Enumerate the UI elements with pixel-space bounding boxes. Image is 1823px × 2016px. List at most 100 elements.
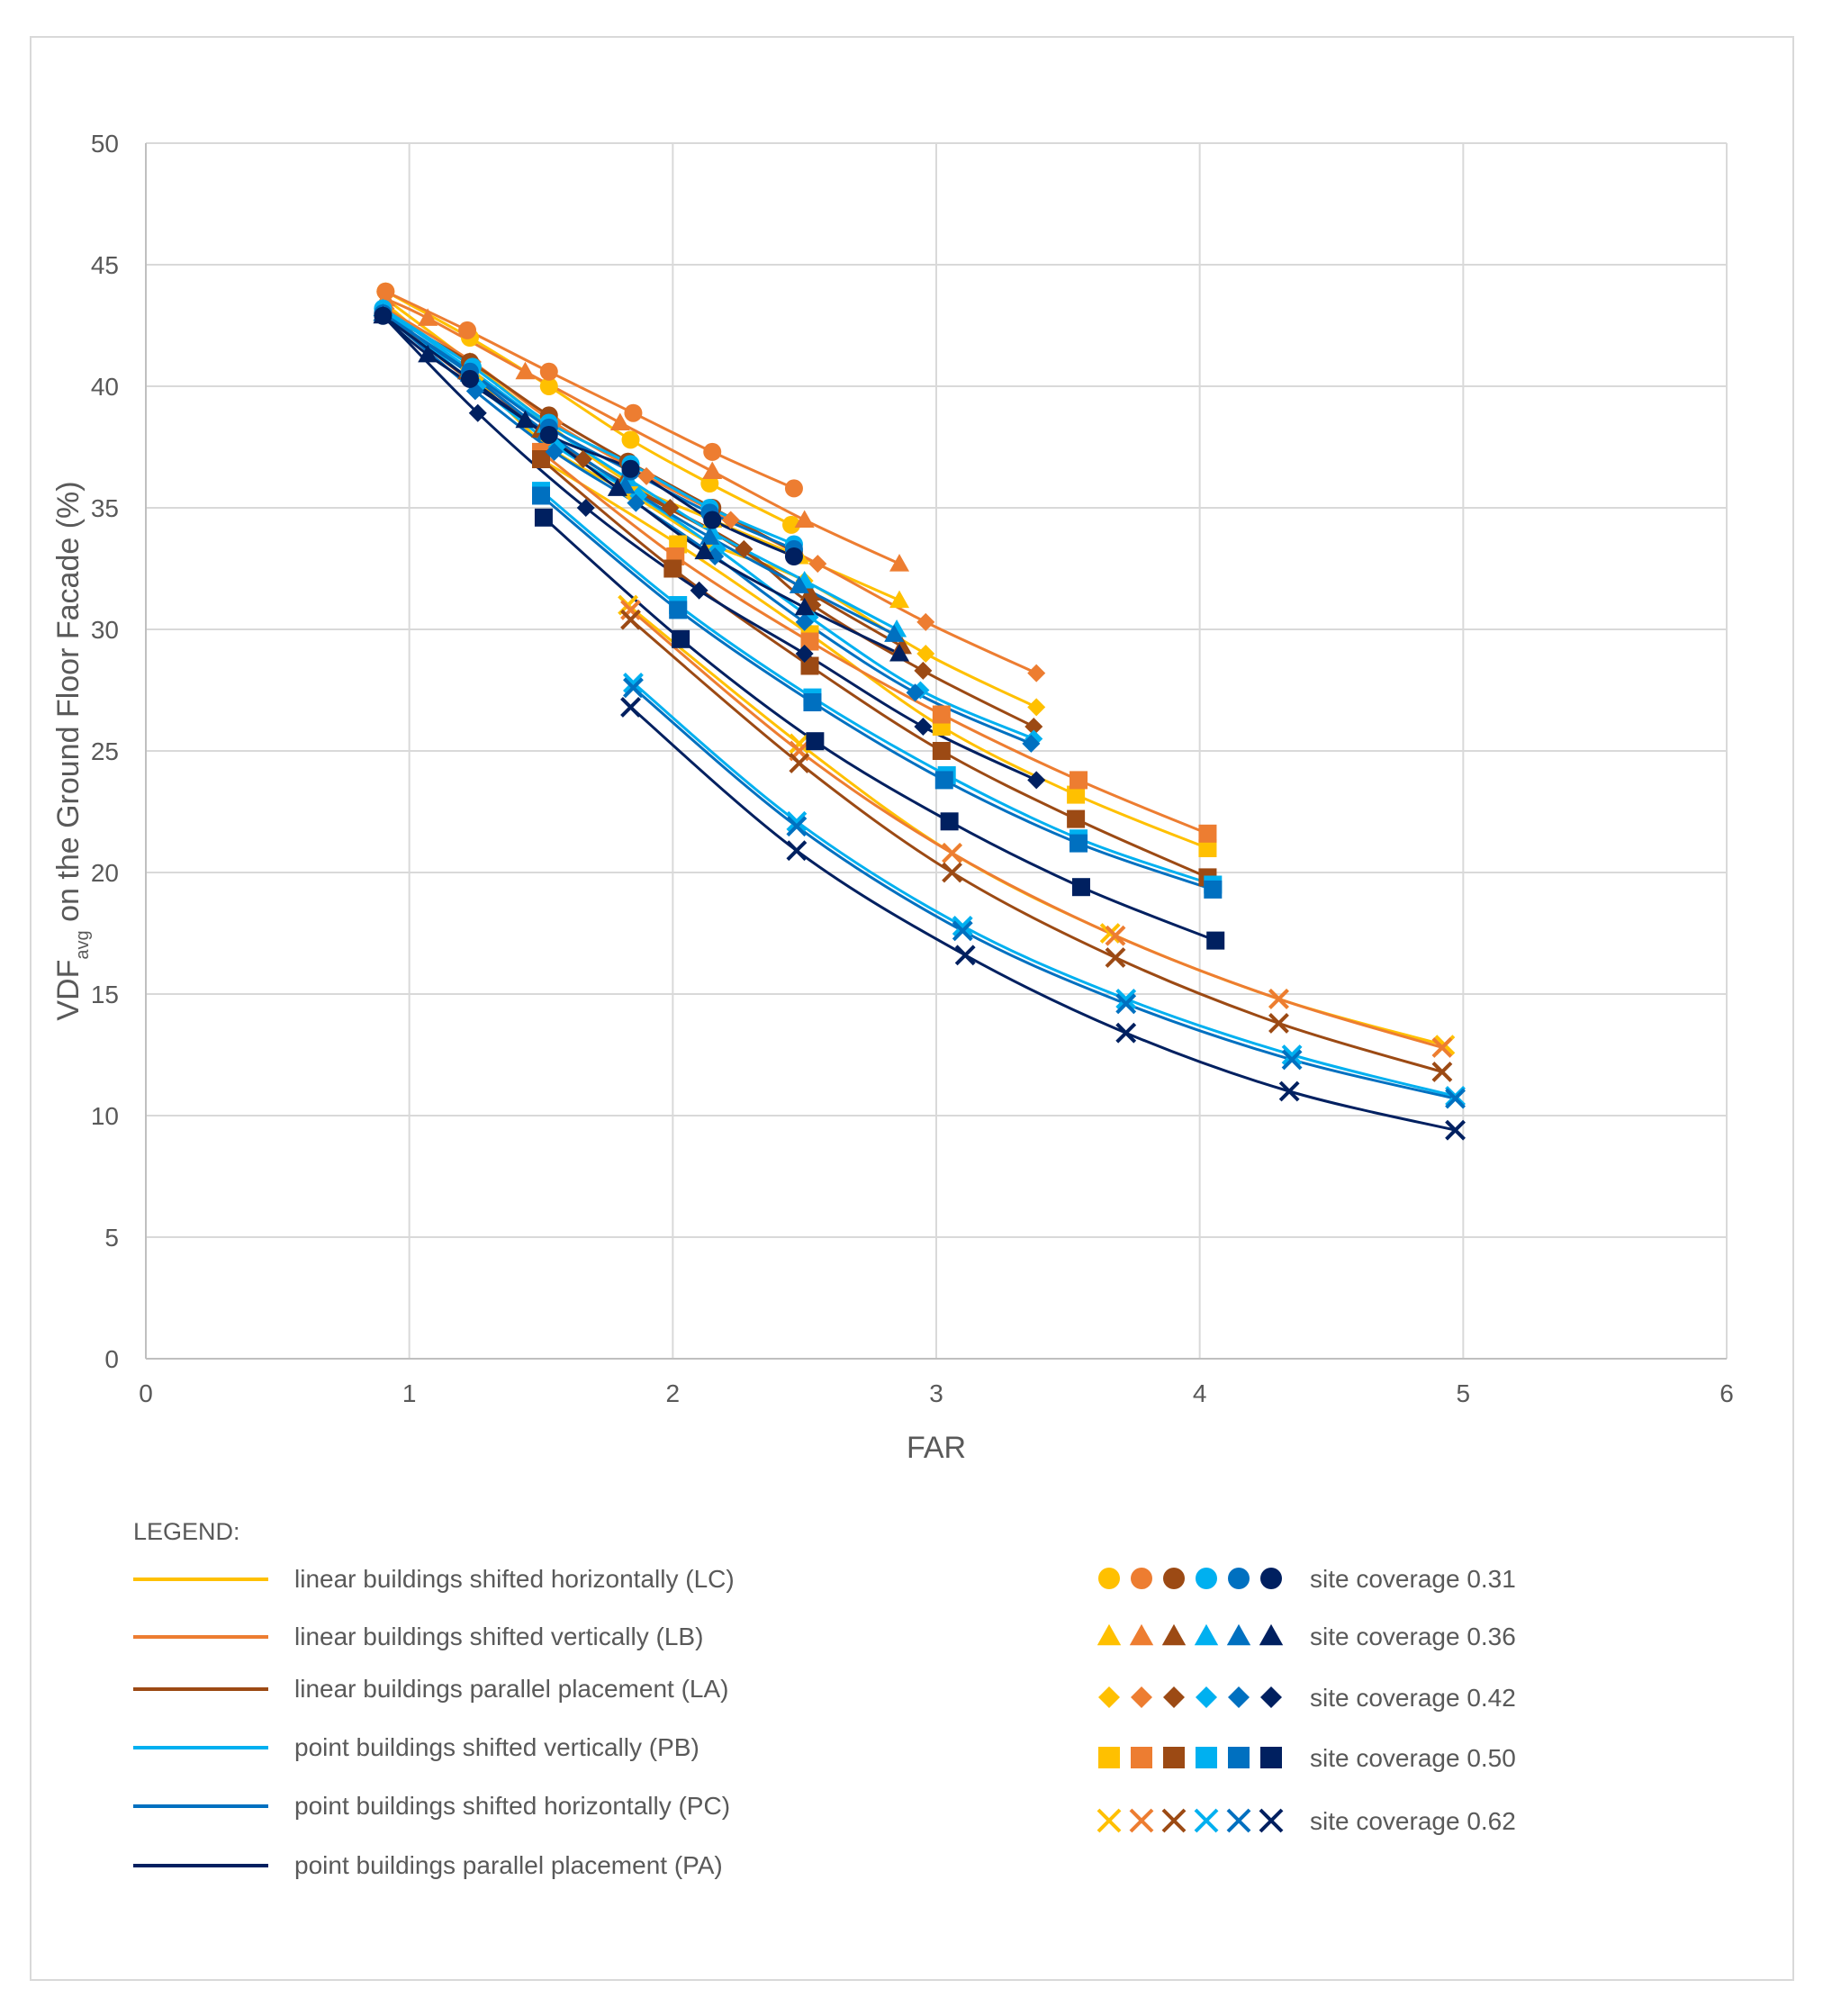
legend-title: LEGEND:	[133, 1518, 240, 1545]
series-line	[632, 682, 1456, 1098]
diamond-marker	[1022, 734, 1041, 753]
series-markers	[373, 282, 1466, 1141]
circle-marker	[1196, 1568, 1217, 1589]
triangle-marker	[889, 590, 910, 609]
x-marker	[942, 842, 962, 863]
x-marker	[786, 840, 808, 862]
diamond-marker	[906, 683, 925, 702]
x-marker	[1105, 925, 1126, 946]
diamond-marker	[1260, 1686, 1282, 1708]
diamond-marker	[374, 306, 393, 325]
legend-series-label: linear buildings parallel placement (LA)	[294, 1675, 728, 1703]
x-marker	[1115, 993, 1137, 1015]
triangle-marker	[515, 361, 536, 380]
x-marker	[952, 915, 973, 936]
triangle-marker	[609, 412, 630, 430]
legend-series-label: linear buildings shifted vertically (LB)	[294, 1623, 703, 1650]
y-tick-label: 15	[91, 981, 119, 1008]
x-marker	[1259, 1808, 1284, 1833]
x-tick-label: 3	[929, 1379, 943, 1407]
square-marker	[1067, 785, 1086, 804]
diamond-marker	[721, 511, 740, 529]
diamond-marker	[808, 555, 827, 574]
diamond-marker	[576, 499, 595, 517]
x-marker	[1278, 1080, 1300, 1102]
diamond-marker	[1098, 1686, 1120, 1708]
triangle-marker	[889, 554, 910, 572]
y-axis-title-main: VDF	[51, 960, 86, 1021]
x-marker	[1226, 1808, 1251, 1833]
diamond-marker	[1027, 698, 1046, 717]
circle-marker	[703, 511, 722, 529]
square-marker	[940, 812, 959, 831]
legend-marker-label: site coverage 0.50	[1310, 1744, 1516, 1772]
square-marker	[934, 771, 953, 790]
x-marker	[620, 696, 641, 718]
square-marker	[1204, 880, 1223, 899]
x-marker	[954, 945, 976, 966]
x-tick-label: 4	[1193, 1379, 1207, 1407]
legend-marker-label: site coverage 0.42	[1310, 1684, 1516, 1712]
square-marker	[1196, 1747, 1217, 1768]
y-tick-label: 30	[91, 616, 119, 644]
legend-marker-label: site coverage 0.36	[1310, 1623, 1516, 1650]
axes	[145, 143, 1727, 1360]
triangle-marker	[889, 644, 910, 662]
legend-series-label: linear buildings shifted horizontally (L…	[294, 1565, 735, 1593]
legend-series-label: point buildings parallel placement (PA)	[294, 1851, 723, 1879]
x-marker	[1115, 988, 1137, 1009]
y-tick-label: 20	[91, 859, 119, 887]
grid	[145, 142, 1728, 1359]
diamond-marker	[637, 466, 656, 485]
x-marker	[1268, 1012, 1289, 1034]
triangle-marker	[794, 597, 815, 616]
square-marker	[1069, 771, 1088, 790]
square-marker	[663, 559, 682, 578]
triangle-marker	[1161, 1623, 1187, 1646]
square-marker	[1067, 809, 1086, 828]
square-marker	[1228, 1747, 1250, 1768]
legend-marker-label: site coverage 0.31	[1310, 1565, 1516, 1593]
x-marker	[942, 862, 962, 883]
series-line	[632, 686, 1456, 1100]
circle-marker	[621, 459, 640, 478]
x-marker	[1097, 1808, 1122, 1833]
circle-marker	[1163, 1568, 1185, 1589]
y-axis-title-rest: on the Ground Floor Facade (%)	[51, 481, 86, 930]
x-axis-title: FAR	[907, 1431, 966, 1465]
diamond-marker	[1027, 771, 1046, 790]
square-marker	[534, 508, 553, 527]
circle-marker	[784, 547, 803, 565]
circle-marker	[539, 377, 558, 395]
legend: LEGEND: linear buildings shifted horizon…	[133, 1518, 1516, 1879]
square-marker	[1198, 839, 1217, 857]
diamond-marker	[1196, 1686, 1217, 1708]
series-line	[540, 450, 1209, 836]
series-line	[629, 619, 1443, 1073]
diamond-marker	[795, 612, 814, 631]
y-axis-title-subscript: avg	[73, 930, 93, 959]
series-line	[629, 706, 1456, 1132]
triangle-marker	[789, 575, 809, 593]
circle-marker	[1228, 1568, 1250, 1589]
triangle-marker	[794, 510, 815, 528]
x-marker	[623, 677, 644, 699]
diamond-marker	[1163, 1686, 1185, 1708]
diamond-marker	[545, 442, 564, 461]
legend-markers: site coverage 0.31 site coverage 0.36 site…	[1097, 1565, 1516, 1835]
x-marker	[1431, 1036, 1453, 1058]
diamond-marker	[1228, 1686, 1250, 1708]
square-marker	[932, 742, 951, 760]
triangle-marker	[1194, 1623, 1219, 1646]
series-line	[540, 457, 1209, 879]
diamond-marker	[916, 645, 935, 663]
diamond-marker	[795, 645, 814, 663]
circle-marker	[1260, 1568, 1282, 1589]
circle-marker	[782, 515, 801, 534]
diamond-marker	[661, 499, 680, 517]
x-marker	[1161, 1808, 1187, 1833]
legend-series: linear buildings shifted horizontally (L…	[133, 1565, 735, 1879]
y-tick-label: 40	[91, 373, 119, 401]
x-marker	[952, 920, 973, 942]
diamond-marker	[1027, 664, 1046, 683]
